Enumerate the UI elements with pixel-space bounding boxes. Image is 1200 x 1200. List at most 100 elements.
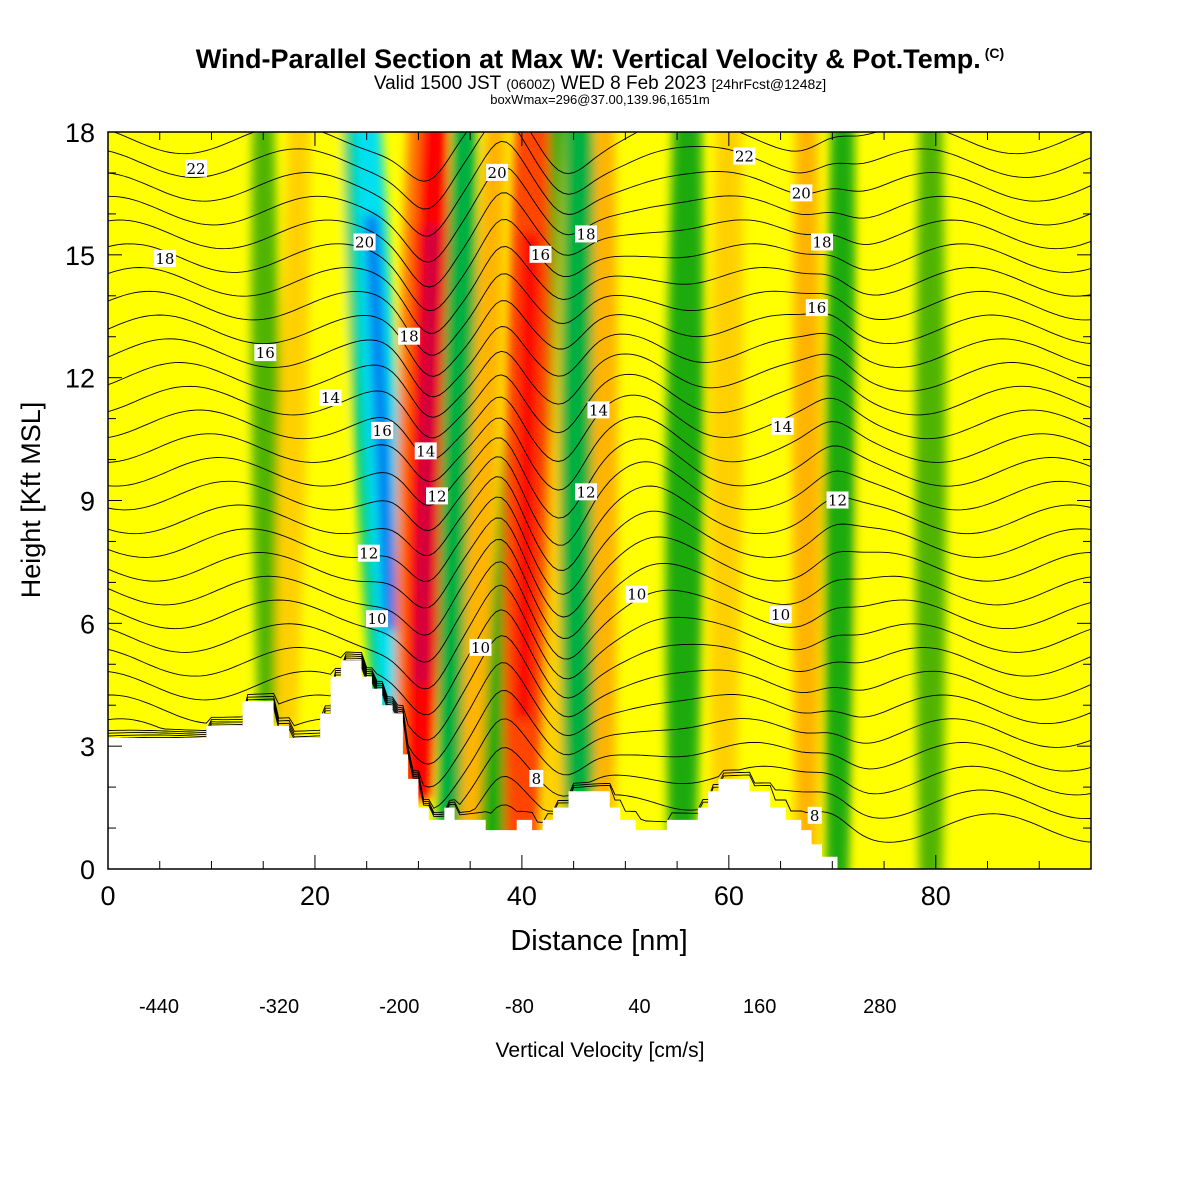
contour-label: 22 — [185, 159, 207, 178]
contour-label: 12 — [826, 491, 849, 510]
valid-date: WED 8 Feb 2023 — [560, 73, 707, 94]
x-tick-label: 60 — [714, 881, 744, 911]
svg-text:22: 22 — [186, 160, 205, 178]
contour-label: 10 — [469, 638, 492, 657]
colorbar-tick-label: -80 — [505, 996, 534, 1018]
svg-text:12: 12 — [427, 487, 446, 505]
velocity-band-0 — [251, 132, 281, 722]
x-tick-label: 80 — [921, 881, 951, 911]
svg-text:16: 16 — [373, 422, 392, 440]
svg-text:18: 18 — [400, 328, 419, 346]
contour-label: 20 — [486, 163, 509, 182]
velocity-band-18 — [859, 132, 898, 869]
svg-text:8: 8 — [532, 770, 542, 788]
svg-text:14: 14 — [321, 389, 340, 407]
copyright-mark: (C) — [984, 45, 1005, 61]
colorbar-tick-label: 280 — [863, 996, 896, 1018]
isentrope-line — [108, 273, 1091, 356]
contour-label: 18 — [153, 249, 176, 268]
valid-utc: (0600Z) — [506, 76, 556, 92]
isentrope-line — [108, 456, 1091, 546]
y-tick-label: 3 — [80, 732, 95, 762]
contour-label: 20 — [353, 233, 376, 252]
isentrope-line — [108, 219, 1091, 312]
isentrope-line — [108, 437, 1091, 519]
colorbar-label: Vertical Velocity [cm/s] — [496, 1039, 705, 1062]
velocity-band-1 — [275, 132, 310, 747]
contour-label: 18 — [811, 233, 833, 252]
isentrope-line — [108, 326, 1091, 398]
contour-label: 14 — [319, 389, 342, 407]
forecast-info: [24hrFcst@1248z] — [711, 76, 827, 92]
svg-text:12: 12 — [828, 492, 847, 510]
isentrope-line — [108, 659, 1091, 809]
isentrope-line — [108, 609, 1091, 716]
svg-text:16: 16 — [531, 246, 550, 264]
velocity-band-21 — [1042, 132, 1078, 869]
isentrope-line — [108, 655, 1091, 765]
colorbar-tick-label: -320 — [259, 996, 299, 1018]
box-info: boxWmax=296@37.00,139.96,1651m — [490, 92, 710, 107]
isentrope-line — [108, 584, 1091, 690]
svg-text:8: 8 — [810, 807, 820, 825]
isentrope-line — [108, 166, 1091, 263]
svg-text:18: 18 — [155, 250, 174, 268]
y-tick-label: 12 — [65, 364, 95, 394]
contour-label: 22 — [733, 147, 756, 166]
x-tick-label: 20 — [300, 881, 330, 911]
contour-label: 8 — [529, 769, 544, 788]
svg-text:16: 16 — [256, 344, 275, 362]
svg-text:14: 14 — [589, 401, 608, 419]
contour-label: 12 — [426, 487, 448, 505]
svg-text:20: 20 — [488, 164, 507, 182]
contour-label: 16 — [805, 299, 828, 317]
velocity-band-2 — [308, 132, 352, 759]
contour-label: 16 — [529, 245, 552, 264]
chart-subtitle: Valid 1500 JST (0600Z) WED 8 Feb 2023 [2… — [0, 73, 1200, 95]
svg-text:10: 10 — [627, 586, 646, 604]
svg-text:20: 20 — [355, 234, 374, 252]
contour-label: 10 — [366, 610, 388, 628]
contour-label: 12 — [357, 544, 380, 563]
svg-text:14: 14 — [773, 418, 792, 436]
velocity-band-14 — [665, 132, 705, 841]
velocity-band-8 — [459, 132, 507, 841]
svg-text:10: 10 — [367, 610, 386, 628]
colorbar-tick-label: -200 — [379, 996, 419, 1018]
contour-label: 14 — [414, 442, 437, 460]
contour-label: 10 — [625, 585, 648, 604]
svg-text:22: 22 — [735, 148, 754, 166]
isentrope-line — [108, 517, 1091, 618]
contour-label: 18 — [575, 225, 597, 243]
isentrope-line — [108, 192, 1091, 288]
colorbar: -440 -320 -200 -80 40 160 280 — [139, 996, 897, 1018]
isentrope-line — [108, 416, 1091, 491]
svg-text:16: 16 — [807, 299, 826, 317]
y-axis-label: Height [Kft MSL] — [16, 402, 46, 599]
y-tick-label: 9 — [80, 487, 95, 517]
velocity-band-19 — [915, 132, 947, 869]
isentrope-line — [108, 246, 1091, 334]
isentrope-line — [108, 561, 1091, 663]
velocity-band-20 — [961, 132, 998, 869]
contour-label: 16 — [371, 421, 394, 440]
isentrope-line — [108, 635, 1091, 741]
colorbar-tick-label: -440 — [139, 996, 179, 1018]
svg-text:18: 18 — [576, 225, 595, 243]
contour-label: 14 — [587, 401, 610, 419]
svg-text:10: 10 — [771, 606, 790, 624]
isentrope-line — [108, 476, 1091, 571]
y-tick-label: 15 — [65, 241, 95, 271]
svg-text:18: 18 — [812, 234, 831, 252]
colorbar-tick-label: 40 — [628, 996, 650, 1018]
y-tick-label: 18 — [65, 118, 95, 148]
svg-text:10: 10 — [471, 639, 490, 657]
y-tick-label: 0 — [80, 855, 95, 885]
svg-text:12: 12 — [359, 545, 378, 563]
colorbar-tick-label: 160 — [743, 996, 776, 1018]
svg-text:20: 20 — [792, 184, 811, 202]
contour-label: 12 — [575, 483, 597, 501]
svg-text:14: 14 — [416, 442, 435, 460]
isentrope-line — [108, 300, 1091, 377]
